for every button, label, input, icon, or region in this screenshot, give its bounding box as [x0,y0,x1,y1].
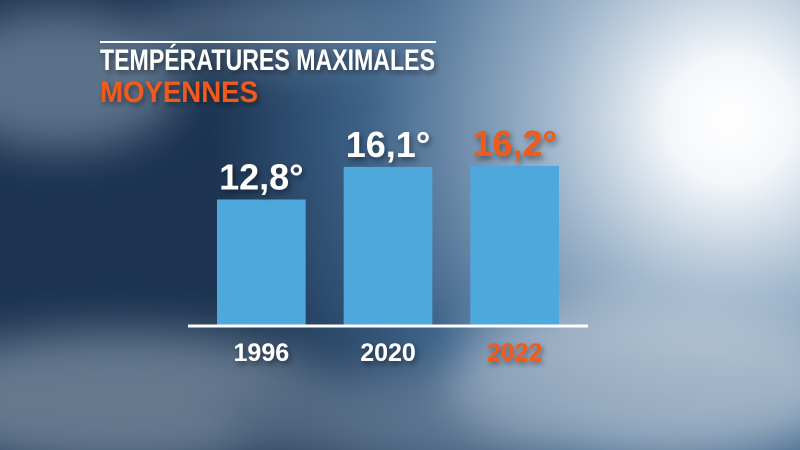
bar [343,166,433,326]
chart-subtitle: MOYENNES [100,76,258,109]
bar [470,165,559,326]
chart-title: TEMPÉRATURES MAXIMALES [100,43,435,77]
value-label: 16,2° [472,123,556,164]
value-label: 12,8° [219,157,303,198]
value-label: 16,1° [346,124,430,165]
x-tick-label: 2022 [487,339,543,367]
x-tick-label: 2020 [360,339,416,367]
x-tick-label: 1996 [234,339,290,367]
bar [217,199,306,326]
